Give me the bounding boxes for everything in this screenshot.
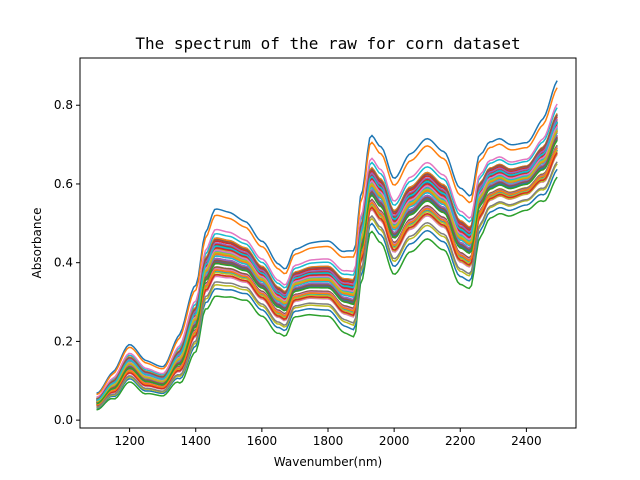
spectrum-line-42: [96, 113, 558, 400]
x-tick-label-1200: 1200: [114, 434, 145, 448]
x-tick-label-2200: 2200: [445, 434, 476, 448]
y-tick-label-4: 0.8: [54, 98, 73, 112]
spectrum-line-77: [96, 125, 558, 402]
x-tick-label-1600: 1600: [247, 434, 278, 448]
x-tick-label-2000: 2000: [379, 434, 410, 448]
x-axis-label: Wavenumber(nm): [274, 455, 382, 469]
y-tick-label-3: 0.6: [54, 177, 73, 191]
spectrum-line-73: [96, 139, 558, 405]
x-axis-ticks: 1200 1400 1600 1800 2000 2200 2400: [114, 428, 542, 448]
y-axis-label: Absorbance: [30, 208, 44, 279]
spectrum-line-11: [96, 114, 558, 400]
spectrum-line-58: [96, 121, 558, 402]
x-tick-label-2400: 2400: [511, 434, 542, 448]
x-tick-label-1800: 1800: [313, 434, 344, 448]
spectrum-line-59: [96, 125, 558, 402]
chart-title: The spectrum of the raw for corn dataset: [135, 34, 520, 53]
spectrum-line-3: [96, 176, 558, 411]
spectrum-line-65: [96, 125, 558, 402]
y-axis-ticks: 0.0 0.2 0.4 0.6 0.8: [54, 98, 80, 427]
x-tick-label-1400: 1400: [180, 434, 211, 448]
y-tick-label-2: 0.4: [54, 256, 73, 270]
spectrum-line-2: [96, 87, 558, 396]
spectrum-line-1: [96, 80, 558, 395]
y-tick-label-0: 0.0: [54, 413, 73, 427]
spectrum-line-80: [96, 121, 558, 402]
spectrum-line-41: [96, 168, 558, 410]
spectrum-line-78: [96, 161, 558, 408]
y-tick-label-1: 0.2: [54, 334, 73, 348]
spectrum-line-30: [96, 107, 558, 399]
spectrum-line-31: [96, 126, 558, 402]
spectrum-line-38: [96, 114, 558, 400]
series-group: [96, 80, 558, 411]
spectrum-line-10: [96, 113, 558, 400]
spectrum-line-15: [96, 125, 558, 402]
spectrum-line-54: [96, 152, 558, 407]
spectrum-line-76: [96, 114, 558, 400]
plot-frame: [79, 57, 577, 429]
spectrum-line-79: [96, 129, 558, 403]
spectrum-line-24: [96, 116, 558, 401]
spectrum-line-71: [96, 121, 558, 402]
spectrum-line-5: [96, 121, 558, 402]
spectrum-line-57: [96, 103, 558, 398]
spectrum-line-56: [96, 136, 558, 404]
spectrum-line-72: [96, 147, 558, 406]
